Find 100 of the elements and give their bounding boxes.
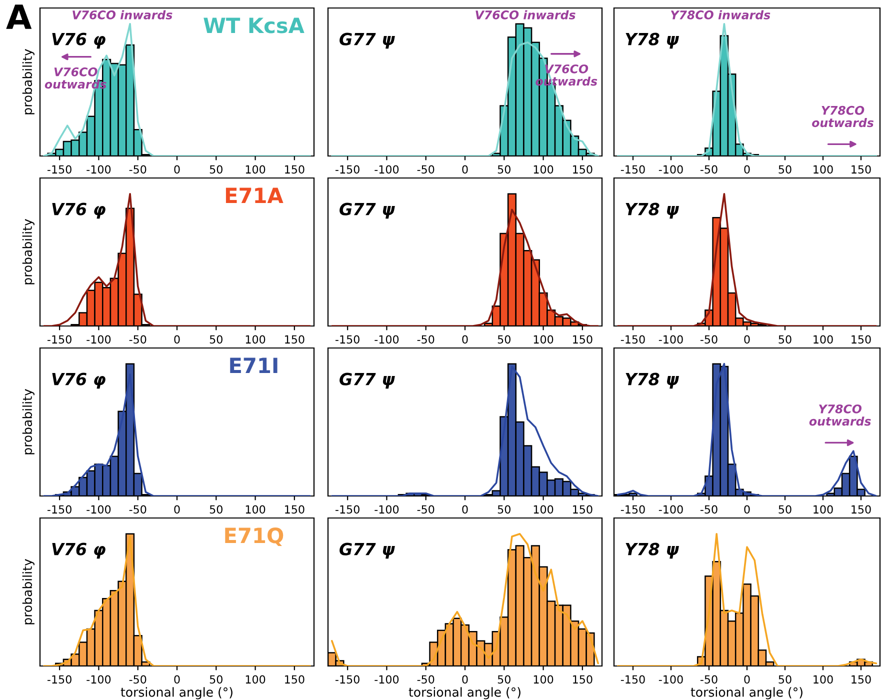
x-tick-label: 50 bbox=[498, 505, 510, 514]
x-tick-label: -50 bbox=[700, 505, 718, 514]
x-tick-label: 150 bbox=[852, 335, 871, 344]
x-tick-label: 0 bbox=[462, 335, 468, 344]
x-tick-label: 50 bbox=[210, 165, 222, 174]
x-tick-label: -50 bbox=[417, 335, 434, 344]
x-axis-title: torsional angle (°) bbox=[690, 687, 802, 700]
y-axis-title: probability bbox=[22, 49, 34, 114]
text: E71I bbox=[230, 358, 278, 373]
text: V76CO inwards bbox=[476, 10, 576, 20]
x-tick-label: 0 bbox=[462, 165, 468, 174]
x-tick-label: -50 bbox=[700, 335, 718, 344]
x-tick-label: 50 bbox=[778, 505, 792, 514]
x-tick-label: -150 bbox=[336, 675, 360, 684]
x-tick-label: 100 bbox=[814, 335, 833, 344]
x-tick-label: 0 bbox=[744, 505, 750, 514]
x-tick-label: -50 bbox=[129, 505, 146, 514]
x-tick-label: -100 bbox=[86, 165, 111, 174]
x-tick-label: -150 bbox=[48, 165, 72, 174]
x-tick-label: -100 bbox=[658, 335, 683, 344]
y-axis-title: probability bbox=[22, 219, 34, 284]
chart-title: A bbox=[6, 4, 32, 29]
x-tick-label: 50 bbox=[210, 675, 222, 684]
x-tick-label: 100 bbox=[534, 675, 554, 684]
x-tick-label: -100 bbox=[86, 675, 111, 684]
x-tick-label: 150 bbox=[285, 675, 304, 684]
x-tick-label: -150 bbox=[336, 505, 360, 514]
x-tick-label: 0 bbox=[174, 165, 180, 174]
x-tick-label: -150 bbox=[620, 675, 645, 684]
x-tick-label: -50 bbox=[417, 675, 434, 684]
annotation: Y78 ψ bbox=[626, 372, 679, 389]
x-tick-label: 150 bbox=[573, 165, 592, 174]
x-tick-label: -150 bbox=[336, 335, 360, 344]
x-tick-label: 50 bbox=[498, 675, 510, 684]
annotation: V76 φ bbox=[52, 202, 106, 219]
x-tick-label: 50 bbox=[778, 165, 792, 174]
x-tick-label: 150 bbox=[573, 335, 592, 344]
x-tick-label: 0 bbox=[744, 165, 750, 174]
x-tick-label: 50 bbox=[778, 675, 792, 684]
x-tick-label: -50 bbox=[700, 675, 718, 684]
x-tick-label: -100 bbox=[658, 505, 683, 514]
x-tick-label: 100 bbox=[814, 675, 833, 684]
x-tick-label: -50 bbox=[417, 165, 434, 174]
x-tick-label: -150 bbox=[336, 165, 360, 174]
x-tick-label: 50 bbox=[210, 335, 222, 344]
x-tick-label: -50 bbox=[129, 335, 146, 344]
text: E71Q bbox=[225, 528, 284, 546]
x-tick-label: 150 bbox=[573, 505, 592, 514]
y-axis-title: probability bbox=[22, 389, 34, 454]
y-axis-title: probability bbox=[22, 559, 34, 624]
x-tick-label: 100 bbox=[534, 165, 554, 174]
x-tick-label: 50 bbox=[498, 335, 510, 344]
x-tick-label: -100 bbox=[374, 505, 399, 514]
annotation: V76 φ bbox=[52, 372, 106, 389]
x-tick-label: 150 bbox=[852, 675, 871, 684]
x-tick-label: 150 bbox=[285, 505, 304, 514]
x-tick-label: 100 bbox=[534, 335, 554, 344]
annotation: V76 φ bbox=[52, 542, 106, 559]
x-tick-label: 50 bbox=[498, 165, 510, 174]
annotation: G77 ψ bbox=[340, 202, 395, 219]
x-tick-label: 150 bbox=[285, 165, 304, 174]
annotation: G77 ψ bbox=[340, 542, 395, 559]
annotation: G77 ψ bbox=[340, 32, 395, 49]
x-tick-label: 0 bbox=[174, 675, 180, 684]
x-tick-label: 100 bbox=[246, 675, 266, 684]
x-tick-label: 100 bbox=[534, 505, 554, 514]
x-tick-label: 50 bbox=[778, 335, 792, 344]
x-tick-label: 50 bbox=[210, 505, 222, 514]
x-axis-title: torsional angle (°) bbox=[408, 687, 520, 700]
text: V76CO inwards bbox=[72, 10, 172, 20]
x-tick-label: 100 bbox=[246, 165, 266, 174]
x-tick-label: 0 bbox=[462, 675, 468, 684]
x-tick-label: 0 bbox=[174, 505, 180, 514]
x-tick-label: -150 bbox=[620, 165, 645, 174]
x-tick-label: 150 bbox=[573, 675, 592, 684]
x-tick-label: 100 bbox=[246, 505, 266, 514]
annotation: Y78 ψ bbox=[626, 202, 679, 219]
annotation: G77 ψ bbox=[340, 372, 395, 389]
x-tick-label: 150 bbox=[285, 335, 304, 344]
x-tick-label: 0 bbox=[744, 675, 750, 684]
x-tick-label: 100 bbox=[814, 165, 833, 174]
annotation: V76 φ bbox=[52, 32, 106, 49]
x-tick-label: -100 bbox=[374, 335, 399, 344]
x-tick-label: 100 bbox=[814, 505, 833, 514]
text: Y78CO inwards bbox=[670, 10, 770, 20]
annotation: Y78CO outwards bbox=[812, 106, 874, 128]
x-tick-label: -100 bbox=[86, 335, 111, 344]
annotation: Y78 ψ bbox=[626, 32, 679, 49]
x-tick-label: -100 bbox=[86, 505, 111, 514]
annotation: Y78CO outwards bbox=[809, 404, 871, 426]
x-tick-label: -150 bbox=[620, 335, 645, 344]
text: WT KcsA bbox=[204, 18, 304, 34]
x-tick-label: -50 bbox=[417, 505, 434, 514]
x-tick-label: -100 bbox=[374, 165, 399, 174]
x-tick-label: -100 bbox=[374, 675, 399, 684]
text: E71A bbox=[226, 188, 284, 203]
x-tick-label: 150 bbox=[852, 165, 871, 174]
annotation: Y78 ψ bbox=[626, 542, 679, 559]
x-tick-label: 0 bbox=[744, 335, 750, 344]
x-tick-label: 150 bbox=[852, 505, 871, 514]
